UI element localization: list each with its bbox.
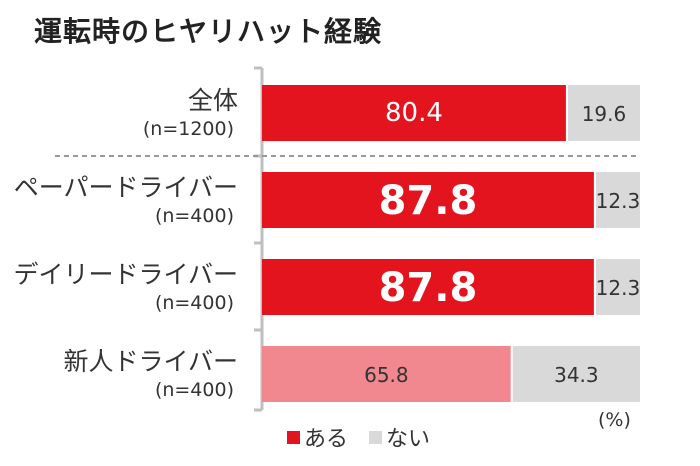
bar-nai xyxy=(595,172,640,228)
legend-label-aru: ある xyxy=(304,427,349,452)
bar-aru xyxy=(262,85,566,141)
bar-aru xyxy=(262,172,594,228)
value-label-nai: 19.6 xyxy=(582,102,627,126)
bar-aru xyxy=(262,346,511,402)
bar-nai xyxy=(595,259,640,315)
bar-nai xyxy=(567,85,640,141)
legend: ある ない xyxy=(287,421,444,453)
legend-swatch-aru xyxy=(287,430,300,444)
category-n-label: (n=1200) xyxy=(143,118,234,140)
value-label-nai: 12.3 xyxy=(596,276,641,300)
value-label-aru: 87.8 xyxy=(379,178,478,224)
category-label: ペーパードライバー xyxy=(14,173,238,202)
legend-label-nai: ない xyxy=(386,427,431,452)
value-label-nai: 34.3 xyxy=(554,363,599,387)
bar-aru xyxy=(262,259,594,315)
legend-swatch-nai xyxy=(369,430,383,444)
chart-title: 運転時のヒヤリハット経験 xyxy=(34,15,383,48)
category-n-label: (n=400) xyxy=(155,379,234,401)
unit-label: (%) xyxy=(598,409,631,431)
bar-nai xyxy=(512,346,640,402)
category-n-label: (n=400) xyxy=(155,205,234,227)
value-label-aru: 65.8 xyxy=(364,363,409,387)
category-label: 全体 xyxy=(188,86,238,115)
category-n-label: (n=400) xyxy=(155,292,234,314)
value-label-aru: 87.8 xyxy=(379,265,478,311)
category-label: デイリードライバー xyxy=(13,260,238,289)
value-label-aru: 80.4 xyxy=(385,98,443,128)
value-label-nai: 12.3 xyxy=(596,189,641,213)
category-label: 新人ドライバー xyxy=(63,347,238,376)
